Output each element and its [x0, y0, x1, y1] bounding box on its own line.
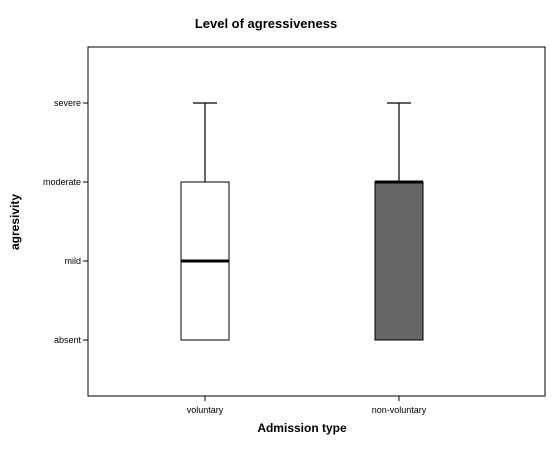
- chart-title: Level of agressiveness: [195, 16, 337, 31]
- box-non-voluntary: [374, 102, 424, 341]
- y-tick-label: moderate: [43, 177, 81, 187]
- box-iqr: [374, 181, 424, 341]
- x-tick-label: voluntary: [187, 405, 224, 415]
- y-tick-label: absent: [54, 335, 82, 345]
- plot-frame: [87, 46, 546, 397]
- y-tick-label: severe: [54, 98, 81, 108]
- y-axis-ticks: absent mild moderate severe: [43, 98, 88, 345]
- x-axis-ticks: voluntary non-voluntary: [187, 396, 427, 415]
- y-tick-label: mild: [64, 256, 81, 266]
- boxes: [180, 102, 424, 341]
- x-tick-label: non-voluntary: [372, 405, 427, 415]
- y-axis-label: agresivity: [8, 194, 22, 250]
- box-voluntary: [180, 102, 230, 341]
- x-axis-label: Admission type: [257, 421, 347, 435]
